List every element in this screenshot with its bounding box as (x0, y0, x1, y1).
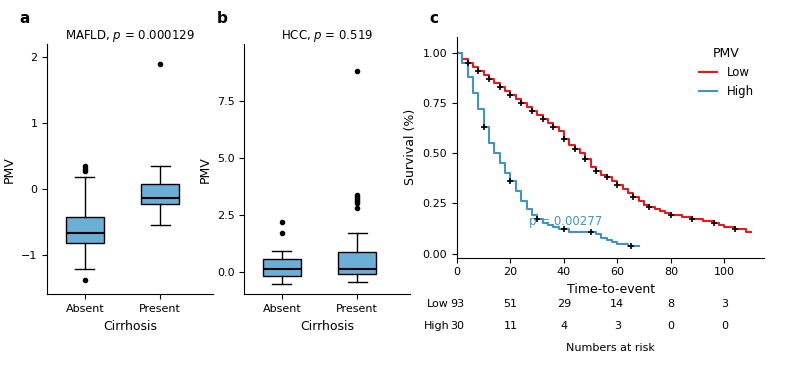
Text: 51: 51 (504, 298, 518, 309)
Text: 4: 4 (560, 321, 567, 331)
X-axis label: Cirrhosis: Cirrhosis (300, 320, 354, 333)
Y-axis label: PMV: PMV (2, 156, 16, 183)
Text: Numbers at risk: Numbers at risk (567, 343, 655, 353)
Text: c: c (429, 11, 438, 26)
Text: 8: 8 (667, 298, 675, 309)
PathPatch shape (141, 184, 179, 204)
Text: 0: 0 (667, 321, 675, 331)
Text: b: b (217, 11, 228, 26)
Text: 30: 30 (450, 321, 464, 331)
PathPatch shape (66, 217, 104, 243)
Text: p = 0.00277: p = 0.00277 (530, 216, 603, 229)
Title: MAFLD, $p$ = 0.000129: MAFLD, $p$ = 0.000129 (65, 28, 195, 43)
Text: 3: 3 (721, 298, 728, 309)
Text: 14: 14 (611, 298, 624, 309)
Title: HCC, $p$ = 0.519: HCC, $p$ = 0.519 (281, 28, 374, 43)
PathPatch shape (263, 259, 301, 276)
Text: High: High (423, 321, 449, 331)
Legend: Low, High: Low, High (695, 43, 759, 103)
Text: 29: 29 (557, 298, 571, 309)
Y-axis label: PMV: PMV (199, 156, 211, 183)
Text: 3: 3 (614, 321, 621, 331)
Text: a: a (20, 11, 30, 26)
Text: 93: 93 (450, 298, 464, 309)
Text: 0: 0 (721, 321, 728, 331)
PathPatch shape (338, 252, 376, 275)
Text: Low: Low (427, 298, 449, 309)
X-axis label: Time-to-event: Time-to-event (567, 283, 655, 296)
Text: 11: 11 (504, 321, 518, 331)
X-axis label: Cirrhosis: Cirrhosis (103, 320, 157, 333)
Y-axis label: Survival (%): Survival (%) (404, 109, 417, 185)
